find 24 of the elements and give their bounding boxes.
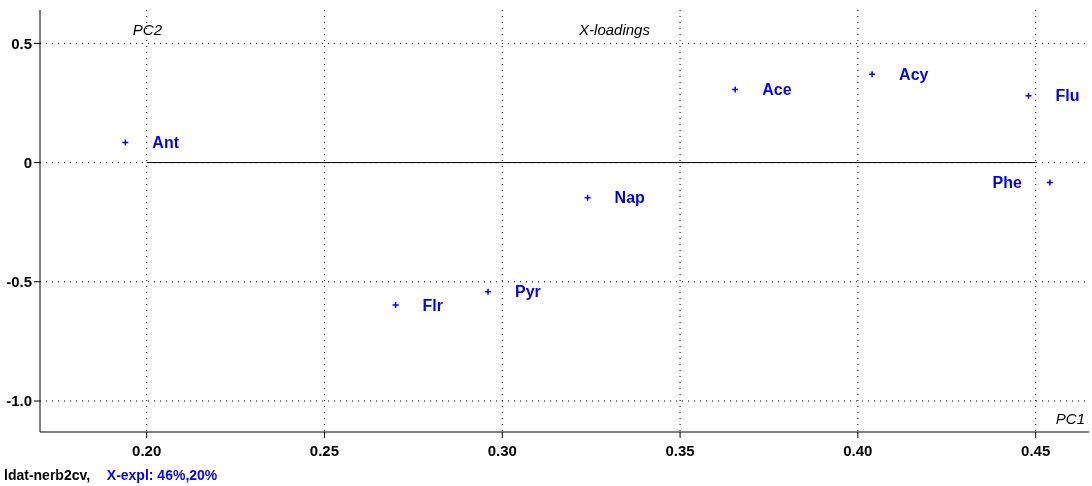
point xyxy=(484,288,492,296)
y-tick-label: 0.5 xyxy=(11,34,32,52)
text: X-expl: 46%,20% xyxy=(106,467,218,483)
text: ldat-nerb2cv, xyxy=(4,467,91,483)
y-tick-label: -0.5 xyxy=(6,273,32,291)
text: X-loadings xyxy=(578,21,651,38)
annotation: Ace xyxy=(762,80,792,98)
annotation: Ant xyxy=(152,134,180,152)
annotation: Phe xyxy=(992,174,1022,192)
x-tick-label: 0.20 xyxy=(132,442,162,459)
annotation: Nap xyxy=(614,189,646,207)
x-tick-label: 0.45 xyxy=(1021,442,1051,459)
x-tick-label: 0.35 xyxy=(665,442,695,459)
y-tick-label: -1.0 xyxy=(6,392,32,410)
annotation: Flr xyxy=(422,296,444,314)
annotation: Acy xyxy=(899,65,929,83)
annotation: Pyr xyxy=(515,283,541,301)
x-tick-label: 0.30 xyxy=(487,442,517,459)
x-axis-title: PC1 xyxy=(1055,410,1085,427)
x-tick-label: 0.25 xyxy=(309,442,340,459)
y-tick-label: 0 xyxy=(23,153,32,171)
x-tick-label: 0.40 xyxy=(843,442,873,459)
annotation: Flu xyxy=(1055,87,1080,105)
y-axis-title: PC2 xyxy=(132,21,163,38)
